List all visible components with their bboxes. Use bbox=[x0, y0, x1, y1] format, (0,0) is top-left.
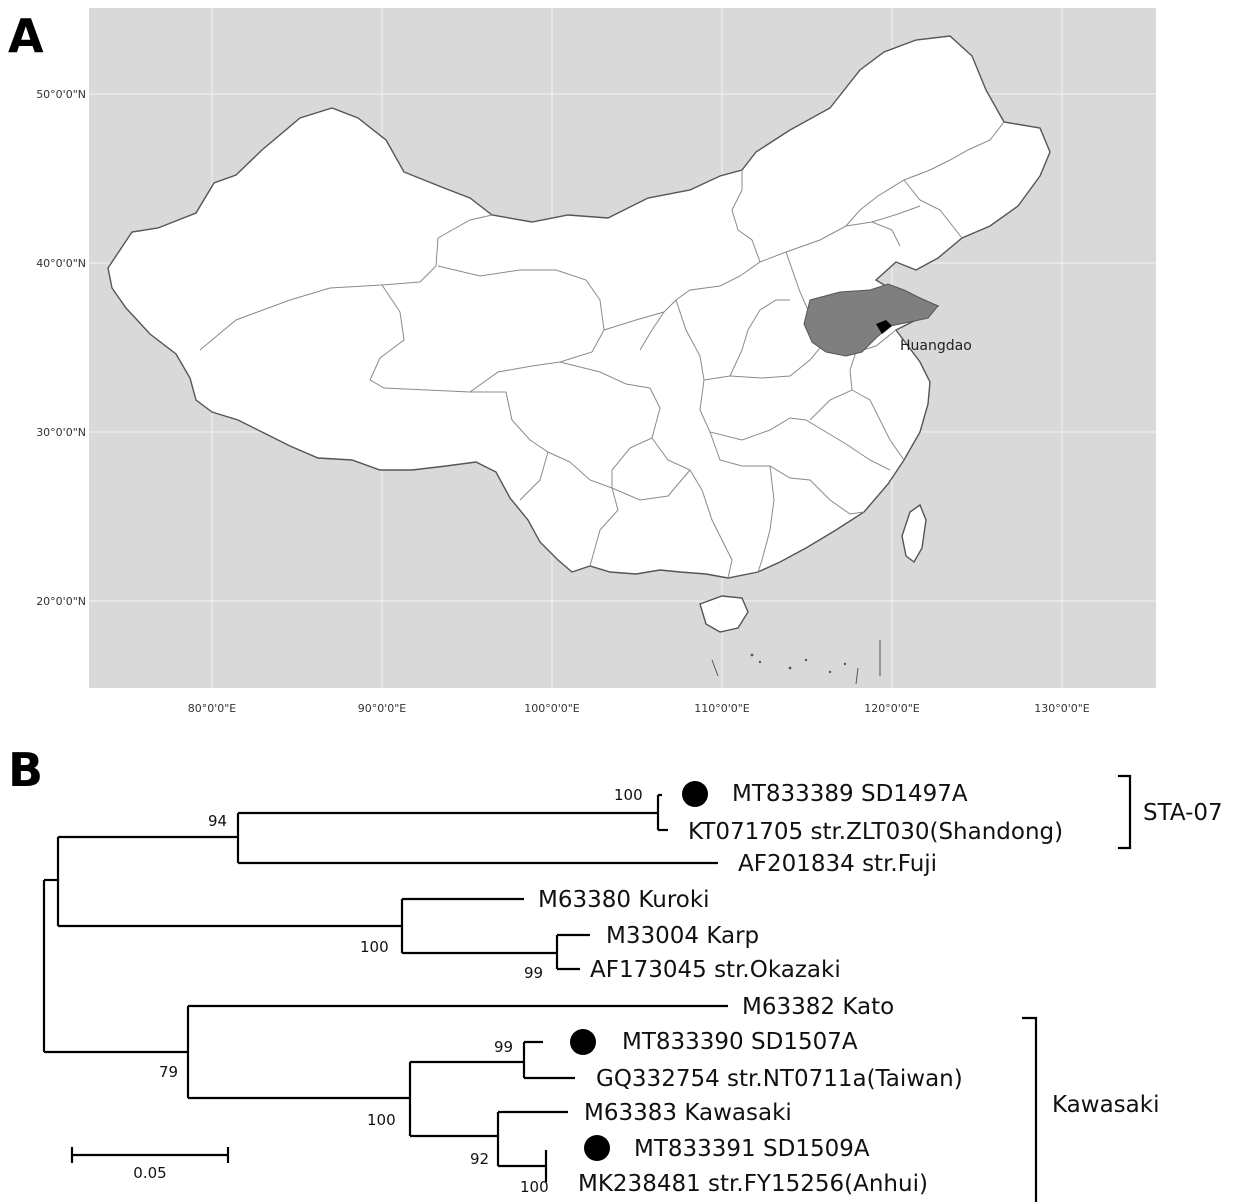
shandong-province bbox=[803, 283, 939, 357]
bootstrap-value: 99 bbox=[524, 964, 543, 982]
tree-branches bbox=[42, 793, 728, 1182]
bootstrap-value: 94 bbox=[208, 812, 227, 830]
lon-label: 110°0'0"E bbox=[694, 702, 750, 715]
lat-label: 20°0'0"N bbox=[36, 595, 86, 608]
taxon-label: M63380 Kuroki bbox=[538, 887, 710, 913]
scale-bar: 0.05 bbox=[70, 1147, 230, 1182]
study-sequence-marker bbox=[584, 1135, 610, 1161]
bootstrap-value: 100 bbox=[614, 786, 643, 804]
map-panel: Huangdao 50°0'0"N 40°0'0"N 30°0'0"N 20°0… bbox=[36, 8, 1156, 715]
province-boundaries bbox=[199, 121, 1005, 579]
bootstrap-value: 99 bbox=[494, 1038, 513, 1056]
taxon-label: M63382 Kato bbox=[742, 994, 894, 1020]
longitude-labels: 80°0'0"E 90°0'0"E 100°0'0"E 110°0'0"E 12… bbox=[188, 702, 1090, 715]
lat-label: 40°0'0"N bbox=[36, 257, 86, 270]
taxon-label: AF173045 str.Okazaki bbox=[590, 957, 841, 983]
clade-bracket-sta07 bbox=[1118, 774, 1132, 850]
taxon-label: M33004 Karp bbox=[606, 923, 759, 949]
taxon-label: MT833391 SD1509A bbox=[634, 1136, 870, 1162]
lon-label: 100°0'0"E bbox=[524, 702, 580, 715]
taxon-label: GQ332754 str.NT0711a(Taiwan) bbox=[596, 1066, 963, 1092]
lat-label: 50°0'0"N bbox=[36, 88, 86, 101]
taxon-label: MT833390 SD1507A bbox=[622, 1029, 858, 1055]
clade-label: STA-07 bbox=[1143, 800, 1223, 826]
lon-label: 120°0'0"E bbox=[864, 702, 920, 715]
lon-label: 80°0'0"E bbox=[188, 702, 237, 715]
panel-a-letter: A bbox=[8, 9, 44, 63]
taxon-labels: MT833389 SD1497A KT071705 str.ZLT030(Sha… bbox=[538, 781, 1063, 1197]
bootstrap-values: 100 94 100 99 79 99 100 92 100 bbox=[159, 786, 643, 1196]
latitude-labels: 50°0'0"N 40°0'0"N 30°0'0"N 20°0'0"N bbox=[36, 88, 86, 608]
south-sea-islets bbox=[711, 640, 881, 685]
huangdao-site bbox=[876, 320, 892, 334]
huangdao-label: Huangdao bbox=[900, 338, 972, 354]
bootstrap-value: 79 bbox=[159, 1063, 178, 1081]
clade-brackets: STA-07 Kawasaki bbox=[1022, 774, 1223, 1202]
study-sequence-marker bbox=[570, 1029, 596, 1055]
panel-b-letter: B bbox=[8, 743, 43, 797]
clade-label: Kawasaki bbox=[1052, 1092, 1159, 1118]
bootstrap-value: 100 bbox=[367, 1111, 396, 1129]
bootstrap-value: 92 bbox=[470, 1150, 489, 1168]
taxon-label: M63383 Kawasaki bbox=[584, 1100, 792, 1126]
taxon-label: AF201834 str.Fuji bbox=[738, 851, 937, 877]
taxon-label: MK238481 str.FY15256(Anhui) bbox=[578, 1171, 928, 1197]
study-sequence-marker bbox=[682, 781, 708, 807]
taxon-label: KT071705 str.ZLT030(Shandong) bbox=[688, 819, 1063, 845]
hainan-island bbox=[699, 595, 749, 633]
lon-label: 90°0'0"E bbox=[358, 702, 407, 715]
taiwan-island bbox=[901, 503, 927, 564]
phylogenetic-tree: MT833389 SD1497A KT071705 str.ZLT030(Sha… bbox=[42, 774, 1223, 1202]
lon-label: 130°0'0"E bbox=[1034, 702, 1090, 715]
taxon-label: MT833389 SD1497A bbox=[732, 781, 968, 807]
clade-bracket-kawasaki bbox=[1022, 1016, 1038, 1202]
bootstrap-value: 100 bbox=[360, 938, 389, 956]
study-markers bbox=[570, 781, 708, 1161]
scale-bar-label: 0.05 bbox=[133, 1164, 166, 1182]
bootstrap-value: 100 bbox=[520, 1178, 549, 1196]
lat-label: 30°0'0"N bbox=[36, 426, 86, 439]
